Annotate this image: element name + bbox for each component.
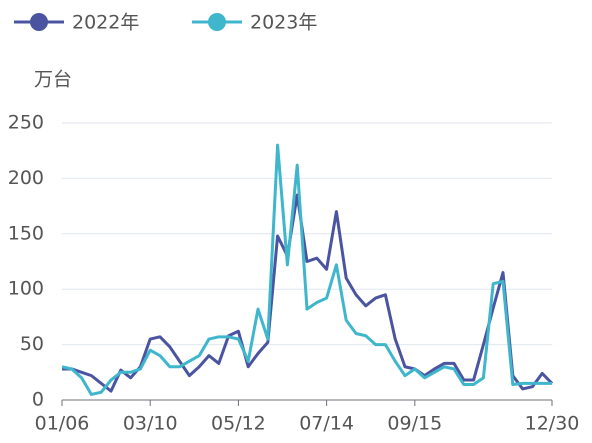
y-tick-label: 250 — [8, 112, 44, 134]
y-tick-label: 150 — [8, 222, 44, 244]
x-tick-label: 07/14 — [299, 413, 354, 435]
x-tick-label: 03/10 — [123, 413, 178, 435]
legend-marker — [30, 13, 48, 31]
series-line — [62, 193, 554, 393]
legend-marker — [208, 13, 226, 31]
legend-label: 2023年 — [250, 12, 317, 34]
x-tick-label: 01/06 — [35, 413, 90, 435]
legend-label: 2022年 — [72, 12, 139, 34]
x-tick-label: 12/30 — [525, 413, 580, 435]
y-tick-label: 100 — [8, 278, 44, 300]
x-tick-label: 05/12 — [211, 413, 266, 435]
y-tick-label: 50 — [20, 333, 44, 355]
y-tick-label: 200 — [8, 167, 44, 189]
series-line — [61, 143, 552, 396]
x-tick-label: 09/15 — [387, 413, 442, 435]
y-axis-label: 万台 — [34, 69, 72, 91]
y-tick-label: 0 — [32, 389, 44, 411]
